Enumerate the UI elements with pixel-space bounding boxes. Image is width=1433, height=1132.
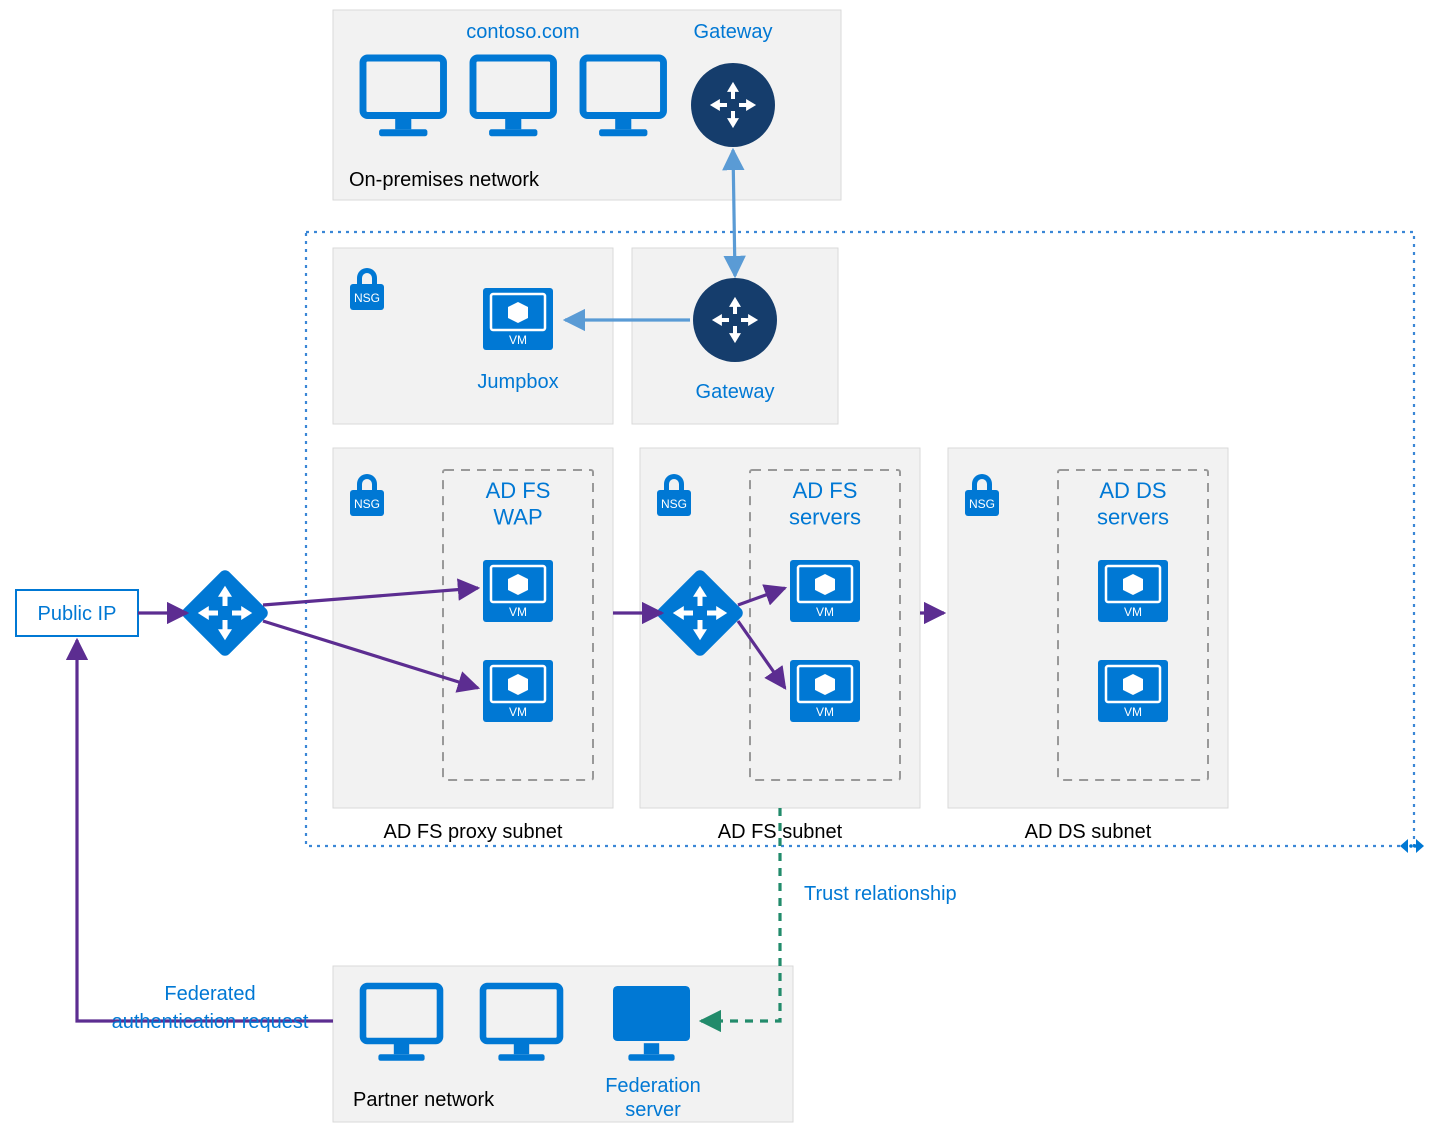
adfs-proxy-title: AD FSWAP [486, 478, 551, 529]
load-balancer-icon [180, 568, 271, 659]
svg-text:NSG: NSG [354, 291, 380, 305]
gateway-router-icon [691, 63, 775, 147]
vm-icon: VM [1098, 560, 1168, 622]
svg-text:NSG: NSG [354, 497, 380, 511]
federated-label-2: authentication request [112, 1011, 309, 1033]
azure-gateway-label: Gateway [696, 381, 775, 403]
federated-label-1: Federated [164, 983, 255, 1005]
vm-icon: VM [790, 560, 860, 622]
onprem-gateway-label: Gateway [694, 21, 773, 43]
vm-icon: VM [483, 660, 553, 722]
adds-subnet-label: AD DS subnet [1025, 821, 1152, 843]
svg-text:NSG: NSG [661, 497, 687, 511]
vm-icon: VM [483, 560, 553, 622]
adfs-proxy-subnet-label: AD FS proxy subnet [384, 821, 563, 843]
adfs-title: AD FSservers [789, 478, 861, 529]
gateway-router-icon [693, 278, 777, 362]
public-ip-label: Public IP [38, 603, 117, 625]
trust-relationship-label: Trust relationship [804, 883, 957, 905]
svg-text:VM: VM [1124, 705, 1142, 719]
connection [77, 640, 333, 1021]
partner-network-label: Partner network [353, 1089, 495, 1111]
svg-text:VM: VM [816, 605, 834, 619]
vm-icon: VM [790, 660, 860, 722]
svg-text:VM: VM [509, 705, 527, 719]
vm-icon: VM [483, 288, 553, 350]
adds-title: AD DSservers [1097, 478, 1169, 529]
vnet-badge-icon [1400, 839, 1424, 853]
svg-text:VM: VM [1124, 605, 1142, 619]
svg-text:VM: VM [509, 605, 527, 619]
svg-text:NSG: NSG [969, 497, 995, 511]
onprem-title: On-premises network [349, 169, 540, 191]
svg-text:VM: VM [509, 333, 527, 347]
connection [733, 150, 735, 276]
onprem-domain-label: contoso.com [466, 21, 579, 43]
jumpbox-label: Jumpbox [477, 371, 558, 393]
svg-text:VM: VM [816, 705, 834, 719]
vm-icon: VM [1098, 660, 1168, 722]
